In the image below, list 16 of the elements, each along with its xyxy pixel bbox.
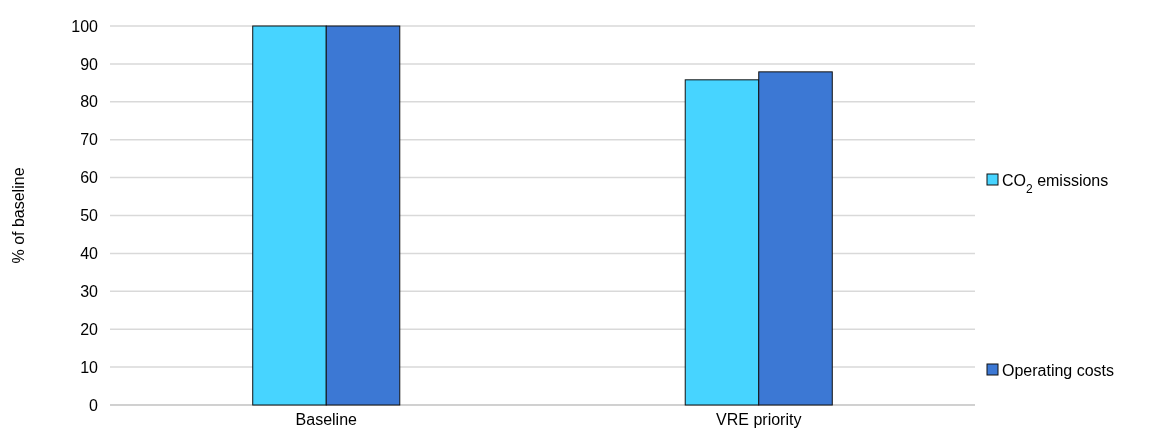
y-tick-label: 70: [80, 131, 99, 149]
x-tick-label: VRE priority: [716, 411, 802, 428]
y-tick-label: 60: [80, 169, 99, 187]
x-tick-label: Baseline: [295, 411, 358, 428]
y-tick-label: 0: [89, 396, 99, 414]
y-tick-label: 80: [80, 93, 99, 111]
y-tick-label: 50: [80, 207, 99, 225]
y-tick-label: 100: [71, 17, 99, 35]
y-tick-label: 90: [80, 55, 99, 73]
y-tick-label: 40: [80, 245, 99, 262]
y-tick-label: 30: [80, 282, 99, 300]
y-tick-label: 10: [80, 358, 99, 376]
legend-label: CO$_{2}$ emissions: [1002, 171, 1109, 196]
y-axis-title: % of baseline: [10, 167, 27, 264]
legend-label: Operating costs: [1002, 361, 1115, 379]
y-tick-label: 20: [80, 320, 99, 338]
